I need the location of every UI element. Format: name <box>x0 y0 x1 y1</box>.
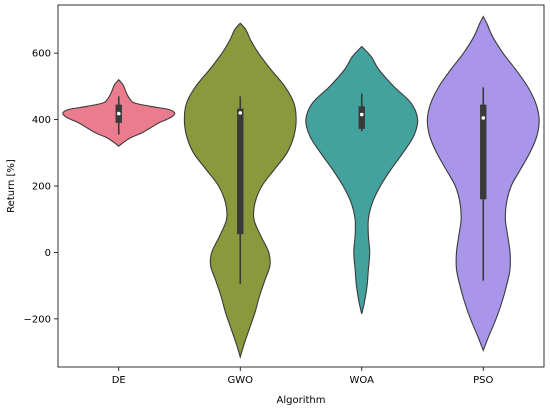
iqr-box-woa <box>358 106 365 129</box>
violin-body-woa <box>305 45 419 314</box>
median-point-gwo <box>238 111 243 115</box>
y-tick-label: 600 <box>32 49 51 60</box>
y-tick-label: 200 <box>32 182 51 193</box>
violin-woa <box>305 45 419 314</box>
x-tick-label-woa: WOA <box>350 375 375 386</box>
violin-de <box>62 78 176 147</box>
x-tick-label-de: DE <box>112 375 126 386</box>
y-axis: −200 0 200 400 600 <box>24 49 58 325</box>
median-point-woa <box>359 112 364 117</box>
y-tick-label: −200 <box>24 314 51 325</box>
violin-pso <box>426 15 540 352</box>
y-tick-label: 0 <box>45 248 51 259</box>
median-point-pso <box>481 116 486 120</box>
x-axis-title: Algorithm <box>277 395 326 406</box>
y-axis-title: Return [%] <box>6 159 17 213</box>
x-tick-label-pso: PSO <box>473 375 493 386</box>
iqr-box-pso <box>480 104 487 200</box>
y-tick-label: 400 <box>32 115 51 126</box>
median-point-de <box>116 111 121 116</box>
x-axis: DE GWO WOA PSO <box>112 367 494 386</box>
x-tick-label-gwo: GWO <box>227 375 253 386</box>
iqr-box-gwo <box>237 108 244 235</box>
violin-gwo <box>183 22 297 359</box>
plot-area <box>62 15 540 359</box>
